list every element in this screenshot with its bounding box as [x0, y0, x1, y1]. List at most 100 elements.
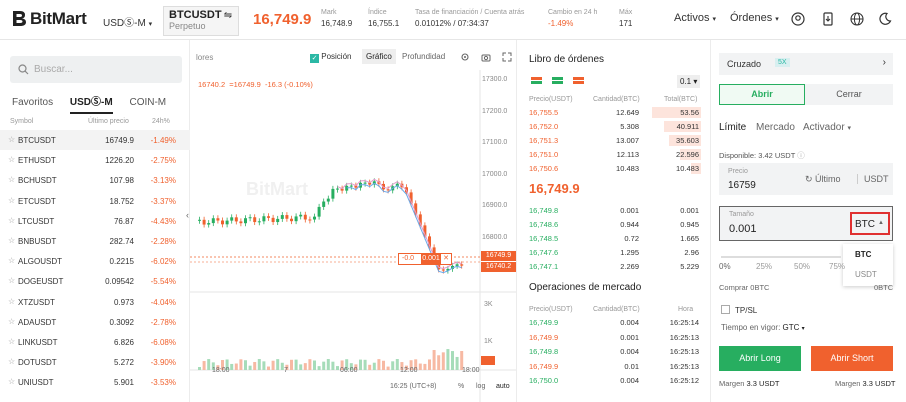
- market-row[interactable]: ☆ DOGEUSDT 0.09542 -5.54%: [0, 271, 190, 291]
- chart-tab-partial[interactable]: lores: [196, 53, 214, 62]
- market-row[interactable]: ☆ ALGOUSDT 0.2215 -6.02%: [0, 251, 190, 271]
- star-icon[interactable]: ☆: [8, 236, 16, 245]
- star-icon[interactable]: ☆: [8, 296, 16, 306]
- bid-row[interactable]: 16,748.5 0.72 1.665: [517, 232, 711, 244]
- star-icon[interactable]: ☆: [8, 135, 16, 144]
- star-icon[interactable]: ☆: [8, 337, 16, 346]
- slider-mark[interactable]: 50%: [794, 262, 811, 271]
- open-short-button[interactable]: Abrir Short: [811, 346, 893, 371]
- col-symbol[interactable]: Symbol: [10, 118, 34, 125]
- volume-bar: [326, 359, 330, 370]
- open-tab[interactable]: Abrir: [719, 84, 805, 105]
- collapse-panel-icon[interactable]: ‹: [186, 210, 189, 220]
- amount-slider[interactable]: [721, 256, 841, 258]
- market-select[interactable]: USDⓈ-M ▾: [103, 14, 152, 29]
- market-row[interactable]: ☆ ADAUSDT 0.3092 -2.78%: [0, 312, 190, 332]
- both-sides-icon[interactable]: [531, 77, 542, 84]
- time-in-force[interactable]: Tiempo en vigor: GTC ▾: [721, 323, 805, 332]
- tab-depth[interactable]: Profundidad: [402, 52, 446, 61]
- ask-row[interactable]: 16,751.3 13.007 35.603: [517, 134, 711, 146]
- unit-option-btc[interactable]: BTC: [855, 250, 872, 259]
- user-icon[interactable]: [791, 12, 805, 26]
- position-tag[interactable]: -0.0 0.001 ✕: [398, 253, 452, 265]
- star-icon[interactable]: ☆: [8, 155, 16, 165]
- market-row[interactable]: ☆ BNBUSDT 282.74 -2.28%: [0, 231, 190, 251]
- market-row[interactable]: ☆ UNIUSDT 5.901 -3.53%: [0, 372, 190, 392]
- star-icon[interactable]: ☆: [8, 175, 16, 185]
- star-icon[interactable]: ☆: [8, 316, 16, 326]
- stat-value: 171: [619, 19, 633, 28]
- pair-selector[interactable]: BTCUSDT ⇋ Perpetuo: [163, 6, 239, 36]
- row-price: 107.98: [109, 176, 134, 186]
- size-input[interactable]: Tamaño 0.001: [719, 206, 893, 241]
- market-row[interactable]: ☆ BTCUSDT 16749.9 -1.49%: [0, 130, 190, 150]
- tpsl-toggle[interactable]: TP/SL: [721, 305, 757, 315]
- stat-label: Cambio en 24 h: [548, 9, 598, 16]
- market-row[interactable]: ☆ BCHUSDT 107.98 -3.13%: [0, 170, 190, 190]
- total: 1.665: [680, 234, 699, 243]
- bid-row[interactable]: 16,747.6 1.295 2.96: [517, 246, 711, 258]
- search-input[interactable]: Buscar...: [10, 56, 182, 83]
- trades-col-qty: Cantidad(BTC): [593, 306, 640, 313]
- settings-icon[interactable]: [460, 52, 470, 62]
- candlestick-chart[interactable]: BitMart: [190, 70, 516, 402]
- slider-mark[interactable]: 75%: [829, 262, 846, 271]
- ma-price-tag: 16740.2: [481, 262, 516, 272]
- market-row[interactable]: ☆ LINKUSDT 6.826 -6.08%: [0, 332, 190, 352]
- bid-row[interactable]: 16,749.8 0.001 0.001: [517, 204, 711, 216]
- col-change[interactable]: 24h%: [152, 118, 170, 125]
- bid-row[interactable]: 16,748.6 0.944 0.945: [517, 218, 711, 230]
- precision-select[interactable]: 0.1 ▾: [677, 75, 701, 88]
- margin-mode-select[interactable]: Cruzado 5X ›: [719, 53, 893, 75]
- nav-orders[interactable]: Órdenes ▾: [730, 12, 779, 24]
- open-long-button[interactable]: Abrir Long: [719, 346, 801, 371]
- star-icon[interactable]: ☆: [8, 357, 16, 367]
- star-icon[interactable]: ☆: [8, 276, 16, 286]
- bid-row[interactable]: 16,747.1 2.269 5.229: [517, 260, 711, 272]
- log-toggle[interactable]: log: [476, 383, 486, 390]
- star-icon[interactable]: ☆: [8, 256, 16, 266]
- order-type-trigger[interactable]: Activador ▾: [803, 122, 851, 133]
- slider-mark[interactable]: 25%: [756, 262, 773, 271]
- close-tab[interactable]: Cerrar: [805, 84, 893, 105]
- globe-icon[interactable]: [850, 12, 864, 26]
- close-icon[interactable]: ✕: [443, 255, 449, 262]
- camera-icon[interactable]: [481, 52, 491, 62]
- star-icon[interactable]: ☆: [8, 215, 16, 225]
- auto-toggle[interactable]: auto: [496, 383, 510, 390]
- market-row[interactable]: ☆ DOTUSDT 5.272 -3.90%: [0, 352, 190, 372]
- unit-select[interactable]: BTC ▲: [850, 212, 890, 235]
- market-row[interactable]: ☆ ETCUSDT 18.752 -3.37%: [0, 191, 190, 211]
- ask-row[interactable]: 16,752.0 5.308 40.911: [517, 120, 711, 132]
- bids-only-icon[interactable]: [552, 77, 564, 84]
- slider-mark[interactable]: 0%: [719, 262, 731, 271]
- asks-only-icon[interactable]: [573, 77, 585, 84]
- ask-row[interactable]: 16,755.5 12.649 53.56: [517, 106, 711, 118]
- tab-coin-m[interactable]: COIN-M: [129, 97, 167, 108]
- unit-option-usdt[interactable]: USDT: [855, 270, 877, 279]
- price-input[interactable]: Precio 16759 ↻ Último USDT: [719, 163, 893, 195]
- download-icon[interactable]: [821, 12, 835, 26]
- timezone-label[interactable]: 16:25 (UTC+8): [390, 383, 437, 390]
- tab-favorites[interactable]: Favoritos: [12, 97, 54, 108]
- last-price-button[interactable]: ↻ Último: [805, 174, 841, 184]
- info-icon[interactable]: ⓘ: [797, 151, 805, 160]
- market-row[interactable]: ☆ LTCUSDT 76.87 -4.43%: [0, 211, 190, 231]
- percent-toggle[interactable]: %: [458, 383, 465, 390]
- bitmart-logo[interactable]: BitMart: [10, 9, 87, 29]
- star-icon[interactable]: ☆: [8, 377, 16, 387]
- order-type-limit[interactable]: Límite: [719, 122, 747, 133]
- nav-assets[interactable]: Activos ▾: [674, 12, 716, 24]
- tab-chart[interactable]: Gráfico: [362, 49, 396, 64]
- order-type-market[interactable]: Mercado: [756, 122, 795, 133]
- star-icon[interactable]: ☆: [8, 195, 16, 205]
- tab-usds-m[interactable]: USDⓈ-M: [69, 97, 113, 114]
- position-toggle[interactable]: ✓ Posición: [310, 52, 351, 63]
- col-price[interactable]: Último precio: [88, 118, 129, 125]
- fullscreen-icon[interactable]: [502, 52, 512, 62]
- market-row[interactable]: ☆ XTZUSDT 0.973 -4.04%: [0, 292, 190, 312]
- ask-row[interactable]: 16,750.6 10.483 10.483: [517, 162, 711, 174]
- ask-row[interactable]: 16,751.0 12.113 22.596: [517, 148, 711, 160]
- moon-icon[interactable]: [878, 12, 892, 26]
- market-row[interactable]: ☆ ETHUSDT 1226.20 -2.75%: [0, 150, 190, 170]
